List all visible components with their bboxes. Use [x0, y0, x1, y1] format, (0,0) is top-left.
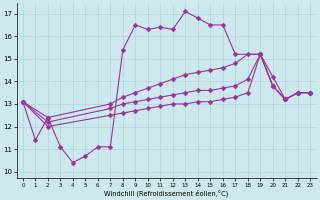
X-axis label: Windchill (Refroidissement éolien,°C): Windchill (Refroidissement éolien,°C) [104, 189, 229, 197]
